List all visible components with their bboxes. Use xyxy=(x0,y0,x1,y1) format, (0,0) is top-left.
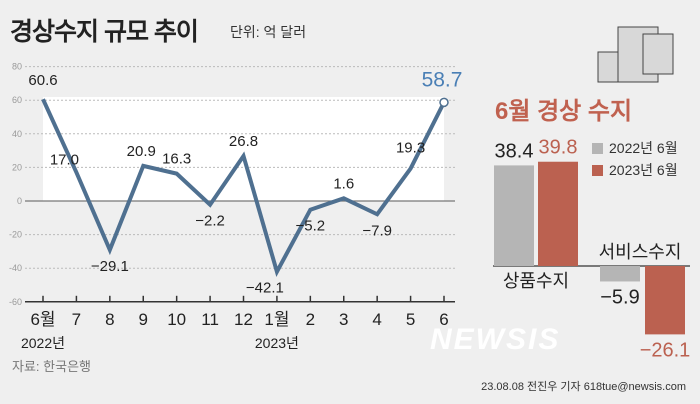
legend-2022: 2022년 6월 xyxy=(592,138,678,158)
plot-highlight-area xyxy=(43,97,444,201)
data-label: 58.7 xyxy=(422,68,463,91)
x-tick-label: 6 xyxy=(439,310,448,329)
category-label: 서비스수지 xyxy=(599,242,682,262)
bar-value-label: −26.1 xyxy=(640,339,691,361)
data-label: −29.1 xyxy=(91,258,129,275)
data-label: 16.3 xyxy=(162,151,191,168)
page-title: 경상수지 규모 추이 xyxy=(10,18,199,46)
watermark: NEWSIS xyxy=(430,323,561,356)
series-line xyxy=(41,98,446,277)
money-stack-icon xyxy=(597,26,674,83)
x-tick-label: 9 xyxy=(139,310,148,329)
x-tick-label: 7 xyxy=(72,310,81,329)
legend-2023: 2023년 6월 xyxy=(592,160,678,180)
bar-value-label: −5.9 xyxy=(600,286,639,308)
data-label: −5.2 xyxy=(296,218,326,235)
data-label: −2.2 xyxy=(195,213,225,230)
bar-value-label: 38.4 xyxy=(495,140,534,162)
y-tick-label: 60 xyxy=(12,95,22,105)
x-tick-label: 1월 xyxy=(264,310,289,329)
money-block xyxy=(642,33,674,75)
y-tick-label: 40 xyxy=(12,129,22,139)
bar xyxy=(494,165,534,266)
bar xyxy=(645,266,685,335)
legend-label: 2022년 6월 xyxy=(609,140,678,156)
data-label: −7.9 xyxy=(362,222,392,239)
legend-label: 2023년 6월 xyxy=(609,162,678,178)
data-label: 26.8 xyxy=(229,133,258,150)
year-label: 2023년 xyxy=(255,335,299,351)
credit: 23.08.08 전진우 기자 618tue@newsis.com xyxy=(481,381,686,393)
bar xyxy=(538,161,578,266)
category-label: 상품수지 xyxy=(503,271,569,291)
x-tick-label: 10 xyxy=(167,310,186,329)
y-tick-label: 0 xyxy=(17,196,22,206)
data-label: 1.6 xyxy=(333,175,354,192)
unit-label: 단위: 억 달러 xyxy=(230,24,307,40)
y-tick-label: -40 xyxy=(9,263,22,273)
x-tick-label: 2 xyxy=(306,310,315,329)
x-tick-label: 8 xyxy=(105,310,114,329)
legend-swatch xyxy=(592,164,603,176)
data-point xyxy=(439,97,449,108)
x-tick-label: 11 xyxy=(201,310,219,329)
data-label: 60.6 xyxy=(28,72,57,89)
data-label: 17.0 xyxy=(50,151,79,168)
x-tick-label: 5 xyxy=(406,310,415,329)
data-label: 20.9 xyxy=(127,143,156,160)
x-tick-label: 6월 xyxy=(30,310,55,329)
y-tick-label: 80 xyxy=(12,62,22,72)
x-tick-label: 4 xyxy=(372,310,381,329)
x-tick-label: 12 xyxy=(234,310,253,329)
year-label: 2022년 xyxy=(21,335,65,351)
data-label: −42.1 xyxy=(246,280,284,297)
data-label: 19.3 xyxy=(396,140,425,157)
source-note: 자료: 한국은행 xyxy=(12,359,91,374)
x-tick-label: 3 xyxy=(339,310,348,329)
bar-chart-title: 6월 경상 수지 xyxy=(495,98,633,125)
bar xyxy=(600,266,640,282)
y-tick-label: 20 xyxy=(12,162,22,172)
y-tick-label: -20 xyxy=(9,230,22,240)
y-tick-label: -60 xyxy=(9,297,22,307)
bar-value-label: 39.8 xyxy=(539,137,578,159)
legend-swatch xyxy=(592,142,603,154)
